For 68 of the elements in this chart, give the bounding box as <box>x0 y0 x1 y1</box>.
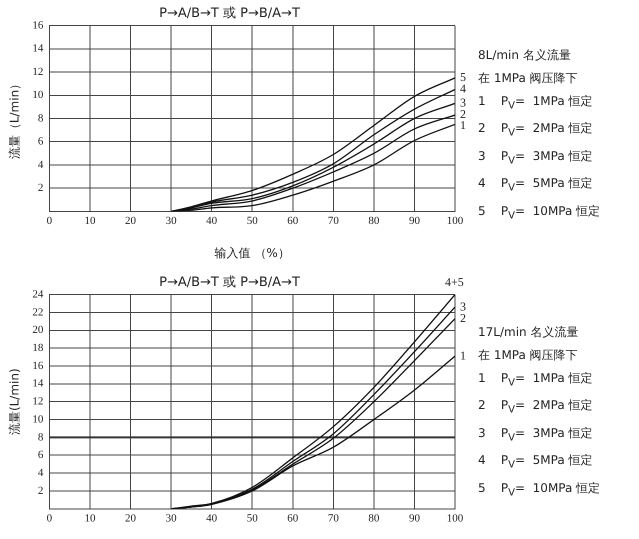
y-tick-label: 2 <box>38 182 44 194</box>
x-tick-label: 40 <box>206 512 218 524</box>
y-tick-label: 14 <box>32 42 44 55</box>
x-tick-label: 80 <box>368 214 380 227</box>
x-tick-label: 30 <box>166 512 178 524</box>
x-tick-label: 90 <box>408 214 420 227</box>
series-label: 1 <box>460 348 466 362</box>
y-tick-label: 20 <box>32 324 44 336</box>
x-tick-label: 50 <box>246 512 258 524</box>
x-tick-label: 10 <box>84 214 96 227</box>
y-tick-label: 24 <box>32 288 44 300</box>
y-tick-label: 6 <box>38 449 44 462</box>
series-label: 3 <box>460 96 466 110</box>
x-tick-label: 40 <box>206 214 218 227</box>
y-tick-label: 12 <box>32 396 44 408</box>
text: 在 1MPa 阀压降下 <box>478 347 579 364</box>
text: 1 P$_{V}$= 1MPa 恒定 <box>478 370 594 390</box>
y-tick-label: 8 <box>38 431 44 444</box>
series-label: 4 <box>460 82 466 96</box>
y-tick-label: 2 <box>38 484 44 497</box>
text: 3 P$_{V}$= 3MPa 恒定 <box>478 424 594 446</box>
x-tick-label: 20 <box>125 512 137 524</box>
x-tick-label: 30 <box>166 214 178 227</box>
x-tick-label: 70 <box>328 512 340 524</box>
x-tick-label: 80 <box>368 512 380 524</box>
x-tick-label: 10 <box>84 512 96 524</box>
text: 5 P$_{V}$= 10MPa 恒定 <box>478 202 600 223</box>
series-label: 2 <box>460 310 466 325</box>
text: 3 P$_{V}$= 3MPa 恒定 <box>478 148 594 168</box>
text: 4 P$_{V}$= 5MPa 恒定 <box>478 452 594 473</box>
text: 1 P$_{V}$= 1MPa 恒定 <box>478 93 594 114</box>
y-tick-label: 8 <box>38 112 44 124</box>
text: 2 P$_{V}$= 2MPa 恒定 <box>478 397 594 418</box>
text: 在 1MPa 阀压降下 <box>478 70 579 87</box>
y-tick-label: 22 <box>32 306 44 318</box>
x-tick-label: 50 <box>246 214 258 227</box>
x-tick-label: 0 <box>46 214 53 227</box>
text: 17L/min 名义流量 <box>478 324 580 341</box>
text: 4 P$_{V}$= 5MPa 恒定 <box>478 175 594 196</box>
text: 5 P$_{V}$= 10MPa 恒定 <box>478 480 600 500</box>
y-tick-label: 4 <box>38 466 44 479</box>
x-tick-label: 100 <box>446 512 464 524</box>
y-axis-title: 流量(L/min) <box>7 368 22 436</box>
text: 8L/min 名义流量 <box>478 47 572 64</box>
y-tick-label: 18 <box>32 342 44 354</box>
y-axis-title: 流量（L/min） <box>7 78 22 160</box>
chart-title: P→A/B→T 或 P→B/A→T <box>159 275 300 290</box>
x-tick-label: 100 <box>446 214 464 227</box>
x-tick-label: 60 <box>287 214 299 227</box>
x-axis-title: 输入值 （%） <box>214 246 290 260</box>
x-tick-label: 70 <box>328 214 340 227</box>
y-tick-label: 10 <box>32 89 44 102</box>
text: 2 P$_{V}$= 2MPa 恒定 <box>478 120 594 141</box>
x-tick-label: 90 <box>408 512 420 524</box>
y-tick-label: 14 <box>32 378 44 390</box>
y-tick-label: 16 <box>32 360 44 372</box>
y-tick-label: 16 <box>32 19 44 32</box>
series-label: 4+5 <box>445 274 464 289</box>
x-tick-label: 60 <box>287 512 299 524</box>
chart-title: P→A/B→T 或 P→B/A→T <box>159 6 300 22</box>
y-tick-label: 6 <box>38 136 44 148</box>
x-tick-label: 20 <box>125 214 137 227</box>
y-tick-label: 10 <box>32 413 44 426</box>
y-tick-label: 12 <box>32 66 44 78</box>
series-label: 5 <box>460 70 466 84</box>
series-label: 3 <box>460 299 466 314</box>
y-tick-label: 4 <box>38 158 44 171</box>
x-tick-label: 0 <box>46 512 53 524</box>
